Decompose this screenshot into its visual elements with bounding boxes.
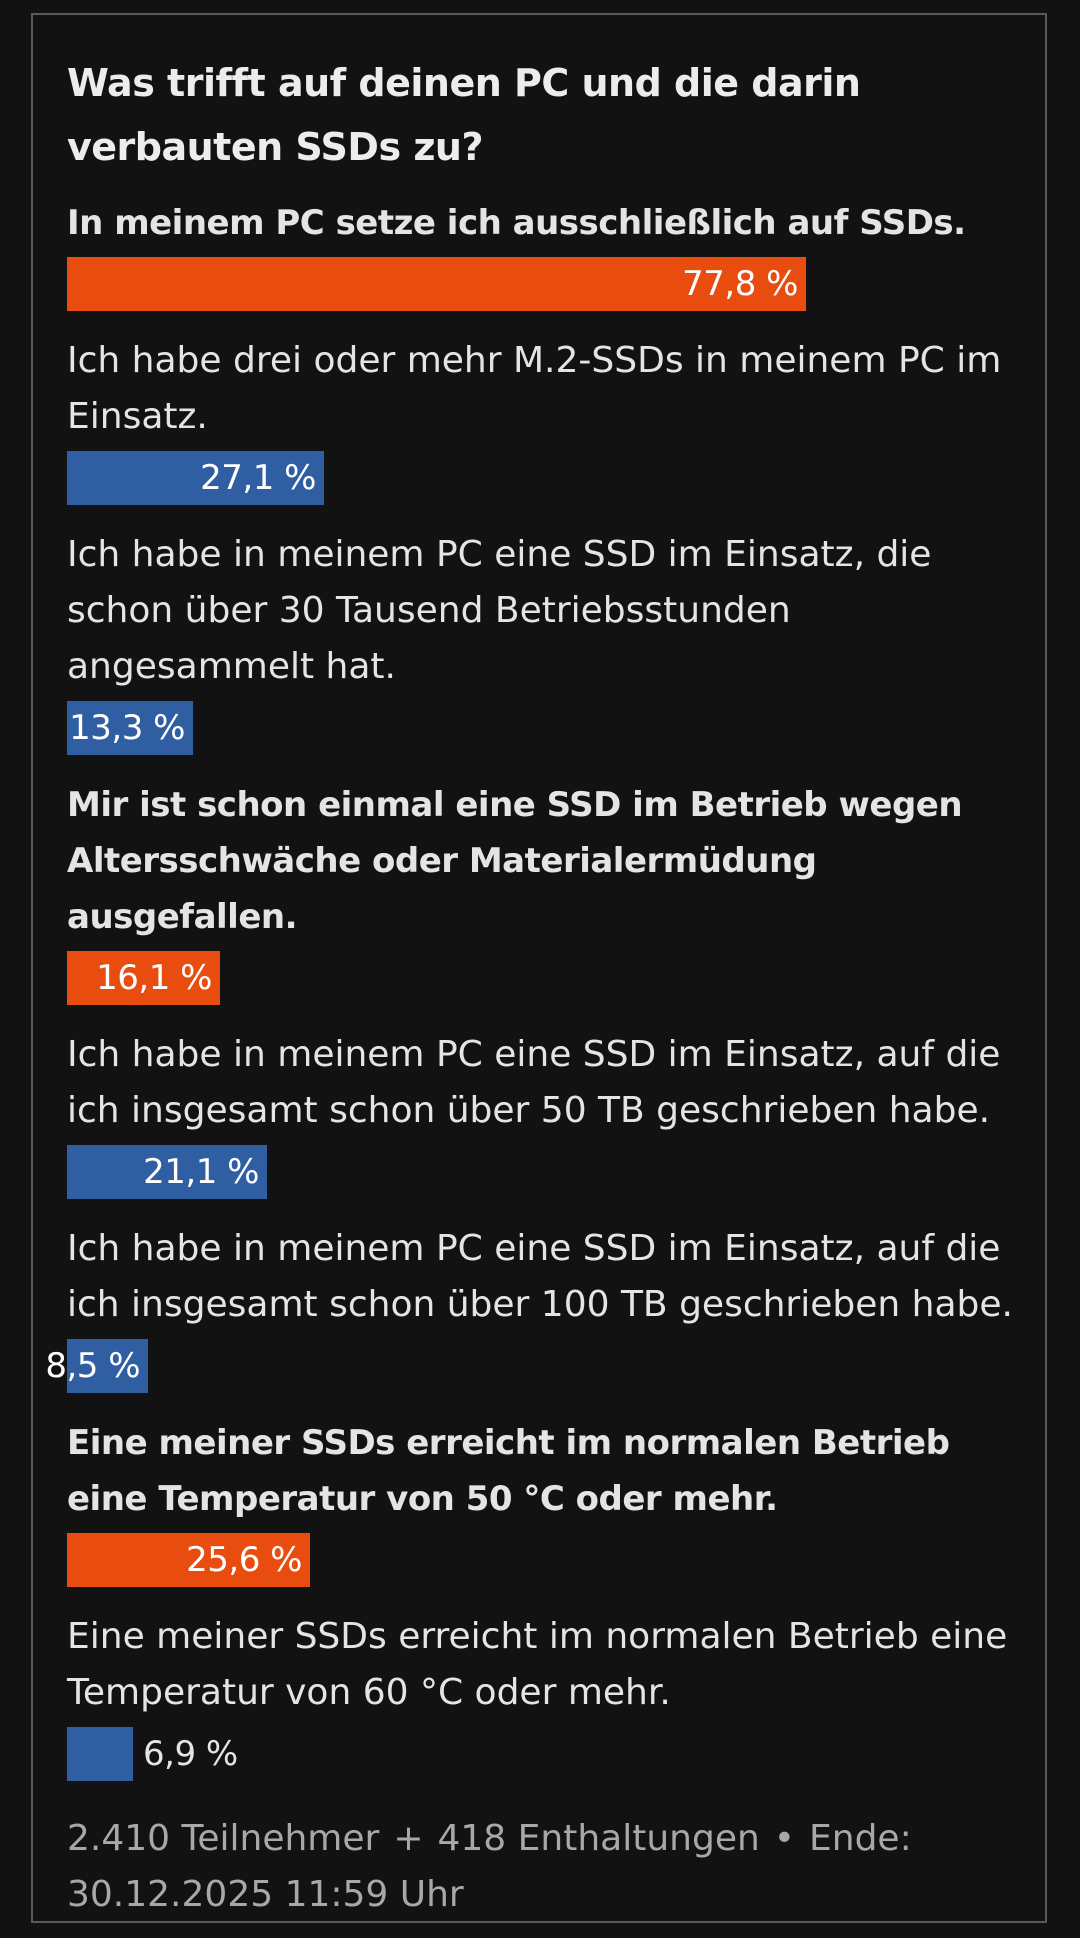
poll-card: Was trifft auf deinen PC und die darin v…	[31, 13, 1047, 1923]
poll-result-percent: 25,6 %	[186, 1540, 302, 1580]
poll-footer: 2.410 Teilnehmer +418 Enthaltungen • Ende: 3…	[67, 1811, 1017, 1923]
poll-option-label: Ich habe in meinem PC eine SSD im Einsat…	[67, 534, 932, 687]
poll-result-bar: 8,5 %	[45, 1339, 148, 1393]
poll-option: In meinem PC setze ich ausschließlich au…	[67, 195, 1017, 311]
poll-option-label: In meinem PC setze ich ausschließlich au…	[67, 203, 966, 243]
abstentions-count: 418 Enthaltungen	[437, 1818, 760, 1859]
poll-result-bar: 25,6 %	[67, 1533, 310, 1587]
end-label: Ende:	[809, 1818, 912, 1859]
poll-result-bar: 16,1 %	[67, 951, 220, 1005]
poll-title: Was trifft auf deinen PC und die darin v…	[67, 61, 861, 169]
poll-result-row: 25,6 %	[67, 1533, 1017, 1587]
participants-count: 2.410 Teilnehmer	[67, 1818, 380, 1859]
poll-option-label: Ich habe drei oder mehr M.2-SSDs in mein…	[67, 340, 1002, 437]
poll-result-row: 77,8 %	[67, 257, 1017, 311]
poll-result-bar: 13,3 %	[67, 701, 193, 755]
poll-result-percent: 77,8 %	[682, 264, 798, 304]
poll-option-label: Ich habe in meinem PC eine SSD im Einsat…	[67, 1228, 1013, 1325]
poll-option-label: Ich habe in meinem PC eine SSD im Einsat…	[67, 1034, 1001, 1131]
poll-option: Eine meiner SSDs erreicht im normalen Be…	[67, 1415, 1017, 1587]
poll-result-row: 13,3 %	[67, 701, 1017, 755]
plus-separator: +	[393, 1818, 424, 1859]
end-date: 30.12.2025 11:59 Uhr	[67, 1874, 464, 1915]
poll-option: Ich habe in meinem PC eine SSD im Einsat…	[67, 527, 1017, 755]
poll-option-label: Eine meiner SSDs erreicht im normalen Be…	[67, 1616, 1008, 1713]
poll-option: Ich habe drei oder mehr M.2-SSDs in mein…	[67, 333, 1017, 505]
poll-result-percent: 6,9 %	[143, 1734, 238, 1774]
poll-result-row: 8,5 %	[45, 1339, 1017, 1393]
bullet-separator: •	[773, 1818, 796, 1859]
poll-result-bar	[67, 1727, 133, 1781]
poll-option-label: Eine meiner SSDs erreicht im normalen Be…	[67, 1423, 950, 1519]
poll-content: Was trifft auf deinen PC und die darin v…	[45, 51, 1017, 1923]
poll-option: Ich habe in meinem PC eine SSD im Einsat…	[67, 1027, 1017, 1199]
poll-result-row: 6,9 %	[67, 1727, 1017, 1781]
poll-option: Eine meiner SSDs erreicht im normalen Be…	[67, 1609, 1017, 1781]
poll-option: Mir ist schon einmal eine SSD im Betrieb…	[67, 777, 1017, 1005]
poll-result-bar: 27,1 %	[67, 451, 324, 505]
poll-result-percent: 8,5 %	[45, 1346, 140, 1386]
poll-result-row: 27,1 %	[67, 451, 1017, 505]
poll-option: Ich habe in meinem PC eine SSD im Einsat…	[45, 1221, 1017, 1393]
poll-option-label: Mir ist schon einmal eine SSD im Betrieb…	[67, 785, 963, 937]
poll-result-percent: 16,1 %	[96, 958, 212, 998]
poll-result-percent: 13,3 %	[69, 708, 185, 748]
poll-result-percent: 27,1 %	[200, 458, 316, 498]
poll-result-bar: 77,8 %	[67, 257, 806, 311]
poll-result-row: 21,1 %	[67, 1145, 1017, 1199]
poll-result-bar: 21,1 %	[67, 1145, 267, 1199]
poll-result-percent: 21,1 %	[143, 1152, 259, 1192]
poll-result-row: 16,1 %	[67, 951, 1017, 1005]
